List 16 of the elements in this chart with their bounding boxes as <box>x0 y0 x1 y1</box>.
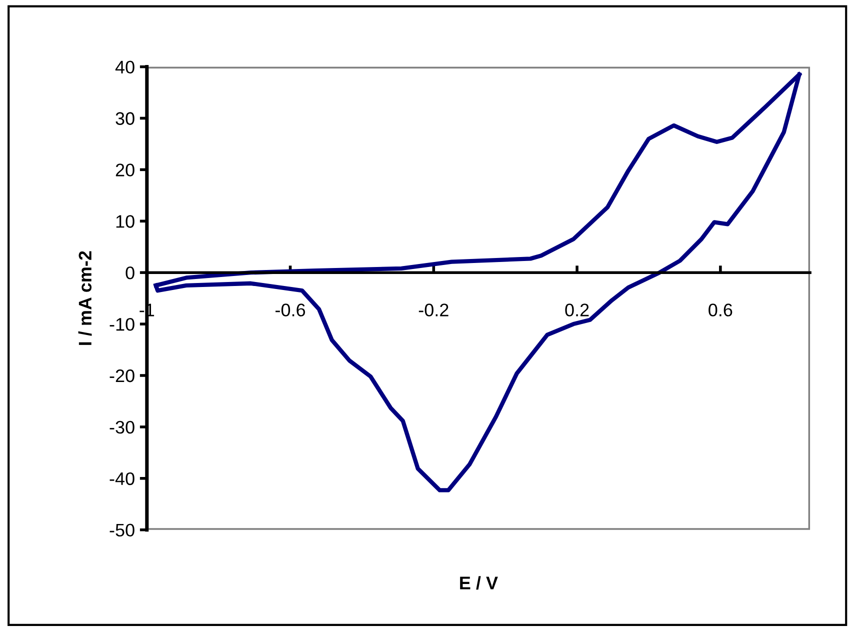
y-tick-label: -40 <box>110 472 134 486</box>
x-tick-label: -0.2 <box>418 304 448 316</box>
x-tick-label: -0.6 <box>276 304 306 316</box>
y-tick-label: -20 <box>110 369 134 382</box>
y-tick-label: -30 <box>110 420 134 434</box>
y-tick-label: 20 <box>116 164 134 176</box>
x-tick-label: 0.2 <box>565 304 589 316</box>
y-tick-label: -10 <box>110 318 134 331</box>
y-axis-title: I / mA cm-2 <box>78 251 92 345</box>
y-tick-label: 10 <box>116 215 134 228</box>
y-tick-label: -50 <box>110 524 134 537</box>
y-tick-label: 0 <box>126 266 134 280</box>
y-tick-label: 40 <box>115 60 134 74</box>
x-tick-label: 0.6 <box>708 304 732 316</box>
x-axis-title: E / V <box>460 576 498 590</box>
y-tick-label: 30 <box>116 112 134 125</box>
